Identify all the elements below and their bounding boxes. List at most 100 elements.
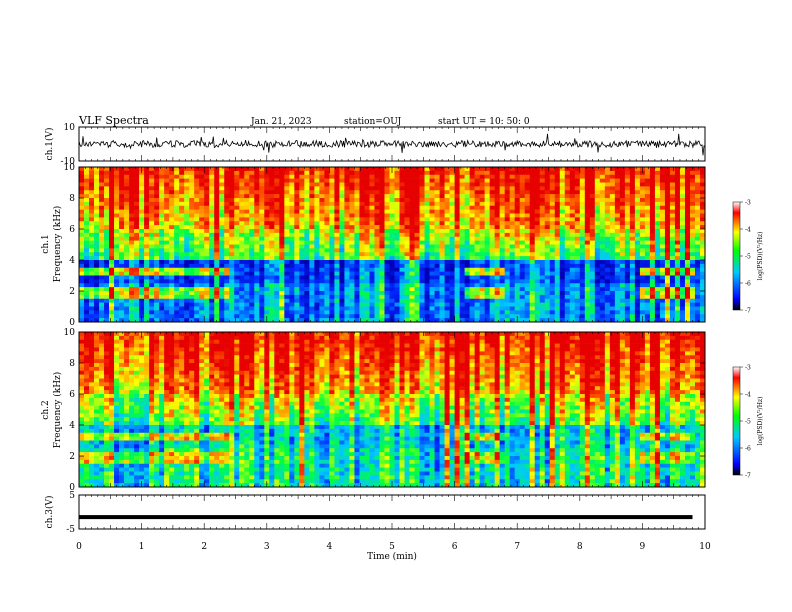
- spectrogram-cell: [149, 186, 155, 191]
- spectrogram-cell: [664, 294, 671, 300]
- spectrogram-cell: [464, 306, 470, 311]
- spectrogram-cell: [94, 221, 100, 226]
- spectrogram-cell: [139, 302, 145, 307]
- spectrogram-cell: [634, 186, 641, 191]
- spectrogram-cell: [139, 256, 145, 261]
- spectrogram-cell: [564, 217, 571, 222]
- spectrogram-cell: [169, 178, 175, 183]
- spectrogram-cell: [664, 201, 671, 207]
- spectrogram-cell: [679, 287, 686, 292]
- spectrogram-cell: [504, 229, 510, 234]
- spectrogram-cell: [234, 170, 240, 176]
- spectrogram-cell: [349, 271, 355, 276]
- spectrogram-cell: [459, 275, 465, 280]
- spectrogram-cell: [234, 275, 240, 280]
- spectrogram-cell: [279, 229, 285, 234]
- spectrogram-cell: [319, 275, 325, 280]
- spectrogram-cell: [309, 186, 315, 191]
- spectrogram-cell: [454, 291, 460, 296]
- spectrogram-cell: [474, 221, 480, 226]
- spectrogram-cell: [299, 213, 305, 218]
- spectrogram-cell: [499, 314, 505, 319]
- spectrogram-cell: [579, 283, 586, 288]
- spectrogram-cell: [519, 213, 526, 218]
- spectrogram-cell: [224, 236, 230, 241]
- spectrogram-cell: [404, 256, 410, 261]
- spectrogram-cell: [279, 201, 285, 207]
- spectrogram-cell: [484, 298, 490, 303]
- spectrogram-cell: [279, 170, 285, 176]
- spectrogram-cell: [584, 201, 591, 207]
- spectrogram-cell: [204, 306, 210, 311]
- spectrogram-cell: [694, 178, 701, 183]
- spectrogram-cell: [584, 294, 591, 300]
- spectrogram-cell: [414, 170, 420, 176]
- spectrogram-cell: [154, 182, 160, 187]
- spectrogram-cell: [194, 275, 200, 280]
- spectrogram-cell: [404, 229, 410, 234]
- spectrogram-cell: [324, 221, 330, 226]
- spectrogram-cell: [419, 291, 425, 296]
- spectrogram-cell: [699, 256, 706, 261]
- spectrogram-cell: [449, 221, 455, 226]
- spectrogram-cell: [664, 186, 671, 191]
- spectrogram-cell: [154, 178, 160, 183]
- spectrogram-cell: [399, 170, 405, 176]
- spectrogram-cell: [619, 182, 626, 187]
- spectrogram-cell: [159, 186, 165, 191]
- spectrogram-cell: [189, 205, 195, 210]
- spectrogram-cell: [204, 217, 210, 222]
- spectrogram-cell: [264, 221, 270, 226]
- spectrogram-cell: [179, 291, 185, 296]
- spectrogram-cell: [559, 267, 566, 272]
- spectrogram-cell: [349, 287, 355, 292]
- spectrogram-cell: [569, 232, 576, 238]
- spectrogram-cell: [614, 244, 621, 249]
- spectrogram-cell: [584, 178, 591, 183]
- spectrogram-cell: [579, 229, 586, 234]
- spectrogram-cell: [234, 260, 240, 265]
- spectrogram-cell: [109, 318, 115, 323]
- spectrogram-cell: [629, 263, 636, 269]
- spectrogram-cell: [149, 271, 155, 276]
- spectrogram-cell: [184, 314, 190, 319]
- spectrogram-cell: [99, 232, 105, 238]
- spectrogram-cell: [559, 232, 566, 238]
- spectrogram-cell: [109, 205, 115, 210]
- spectrogram-cell: [214, 279, 220, 284]
- spectrogram-cell: [614, 263, 621, 269]
- spectrogram-cell: [634, 302, 641, 307]
- spectrogram-cell: [439, 263, 445, 269]
- spectrogram-cell: [334, 279, 340, 284]
- spectrogram-cell: [189, 221, 195, 226]
- spectrogram-cell: [109, 294, 115, 300]
- spectrogram-cell: [84, 306, 90, 311]
- spectrogram-cell: [219, 221, 225, 226]
- spectrogram-cell: [274, 229, 280, 234]
- spectrogram-cell: [359, 240, 365, 245]
- spectrogram-cell: [199, 263, 205, 269]
- spectrogram-cell: [84, 232, 90, 238]
- spectrogram-cell: [304, 314, 310, 319]
- spectrogram-cell: [309, 225, 315, 230]
- spectrogram-cell: [369, 178, 375, 183]
- spectrogram-cell: [79, 178, 85, 183]
- spectrogram-cell: [374, 229, 380, 234]
- spectrogram-cell: [449, 279, 455, 284]
- spectrogram-cell: [79, 275, 85, 280]
- spectrogram-cell: [409, 201, 415, 207]
- spectrogram-cell: [339, 271, 345, 276]
- spectrogram-cell: [314, 240, 320, 245]
- spectrogram-cell: [439, 174, 445, 179]
- spectrogram-cell: [244, 198, 250, 203]
- spectrogram-cell: [214, 271, 220, 276]
- spectrogram-cell: [574, 263, 581, 269]
- spectrogram-cell: [204, 310, 210, 315]
- spectrogram-cell: [204, 213, 210, 218]
- spectrogram-cell: [99, 178, 105, 183]
- spectrogram-cell: [479, 236, 485, 241]
- spectrogram-cell: [209, 256, 215, 261]
- spectrogram-cell: [84, 217, 90, 222]
- spectrogram-cell: [419, 263, 425, 269]
- spectrogram-cell: [379, 279, 385, 284]
